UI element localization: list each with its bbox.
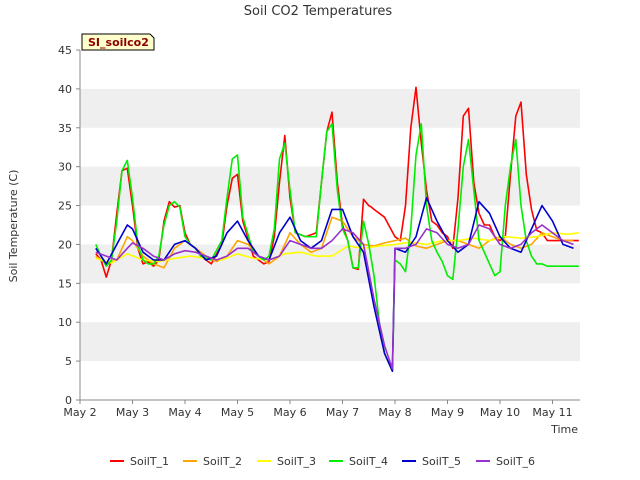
x-tick-label: May 5 bbox=[221, 406, 254, 419]
x-tick-label: May 7 bbox=[326, 406, 359, 419]
x-tick-label: May 6 bbox=[273, 406, 306, 419]
x-tick-label: May 4 bbox=[168, 406, 201, 419]
y-tick-label: 40 bbox=[58, 83, 72, 96]
plot-frame bbox=[79, 50, 580, 401]
series-line-soilt-5 bbox=[95, 197, 574, 373]
y-tick-label: 30 bbox=[58, 161, 72, 174]
x-tick-label: May 3 bbox=[116, 406, 149, 419]
y-axis-ticks: 0 5 10 15 20 25 30 35 40 45 bbox=[58, 44, 80, 407]
x-tick-label: May 2 bbox=[63, 406, 96, 419]
site-badge-label: SI_soilco2 bbox=[88, 36, 149, 49]
legend-item-soilt-3: SoilT_3 bbox=[257, 455, 316, 468]
series-layer bbox=[95, 86, 579, 373]
grid-band bbox=[80, 244, 580, 284]
grid-band bbox=[80, 166, 580, 206]
y-tick-label: 25 bbox=[58, 200, 72, 213]
legend-label: SoilT_4 bbox=[349, 455, 388, 468]
y-tick-label: 15 bbox=[58, 277, 72, 290]
y-tick-label: 35 bbox=[58, 122, 72, 135]
legend: SoilT_1 SoilT_2 SoilT_3 SoilT_4 SoilT_5 SoilT… bbox=[110, 455, 535, 468]
legend-label: SoilT_3 bbox=[277, 455, 316, 468]
grid-band bbox=[80, 322, 580, 362]
legend-item-soilt-1: SoilT_1 bbox=[110, 455, 169, 468]
y-tick-label: 5 bbox=[65, 355, 72, 368]
legend-item-soilt-2: SoilT_2 bbox=[183, 455, 242, 468]
legend-item-soilt-5: SoilT_5 bbox=[402, 455, 461, 468]
x-tick-label: May 10 bbox=[480, 406, 520, 419]
x-tick-label: May 9 bbox=[431, 406, 464, 419]
y-tick-label: 10 bbox=[58, 316, 72, 329]
legend-label: SoilT_5 bbox=[422, 455, 461, 468]
y-tick-label: 20 bbox=[58, 238, 72, 251]
chart-title: Soil CO2 Temperatures bbox=[244, 4, 393, 19]
x-axis-label: Time bbox=[550, 423, 578, 436]
legend-item-soilt-4: SoilT_4 bbox=[329, 455, 388, 468]
x-axis-ticks: May 2 May 3 May 4 May 5 May 6 May 7 May 8 May 9… bbox=[63, 400, 573, 419]
legend-label: SoilT_2 bbox=[203, 455, 242, 468]
series-line-soilt-6 bbox=[95, 224, 574, 370]
x-tick-label: May 11 bbox=[532, 406, 572, 419]
y-tick-label: 45 bbox=[58, 44, 72, 57]
site-badge: SI_soilco2 bbox=[81, 33, 155, 51]
grid-bands bbox=[80, 88, 580, 362]
x-tick-label: May 8 bbox=[378, 406, 411, 419]
legend-label: SoilT_1 bbox=[130, 455, 169, 468]
legend-label: SoilT_6 bbox=[496, 455, 535, 468]
legend-item-soilt-6: SoilT_6 bbox=[476, 455, 535, 468]
y-axis-label: Soil Temperature (C) bbox=[7, 170, 20, 283]
y-tick-label: 0 bbox=[65, 394, 72, 407]
